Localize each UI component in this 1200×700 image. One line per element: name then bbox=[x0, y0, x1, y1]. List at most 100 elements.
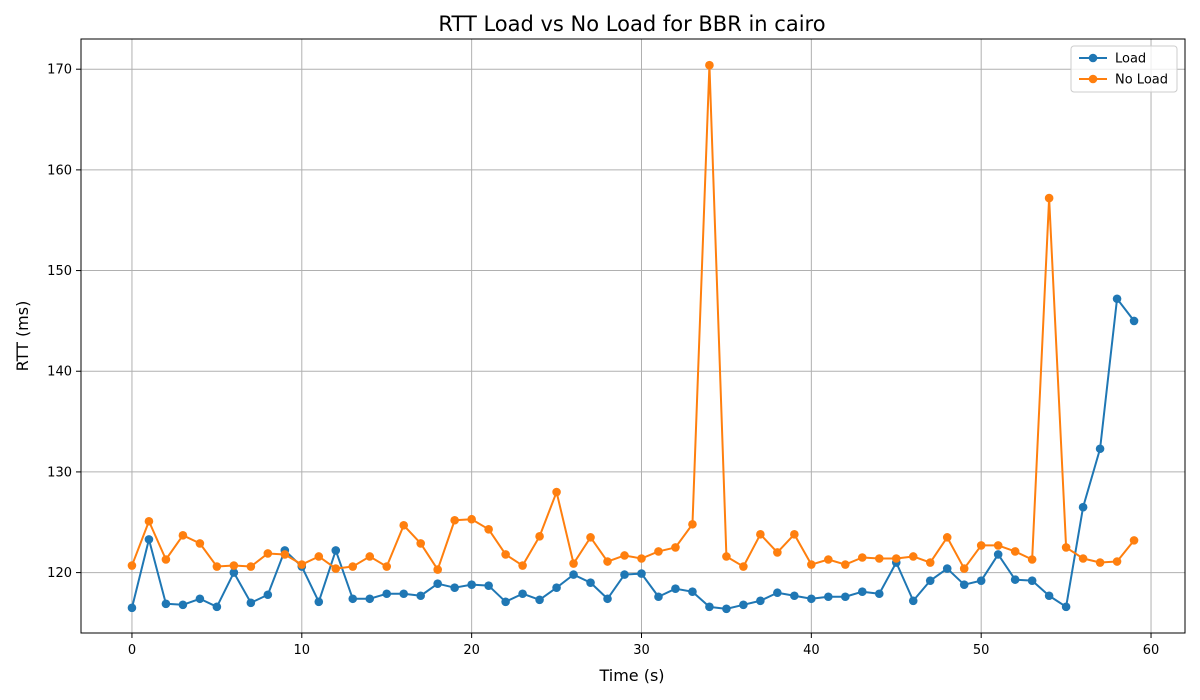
data-point-no-load bbox=[399, 520, 409, 530]
data-point-load bbox=[246, 598, 256, 608]
x-tick-label: 60 bbox=[1143, 643, 1160, 658]
chart-title: RTT Load vs No Load for BBR in cairo bbox=[438, 12, 825, 36]
data-point-load bbox=[790, 591, 799, 601]
data-point-no-load bbox=[739, 562, 748, 571]
data-point-no-load bbox=[331, 564, 341, 573]
data-point-load bbox=[688, 587, 697, 597]
data-point-load bbox=[195, 594, 205, 604]
data-point-no-load bbox=[874, 554, 884, 563]
data-point-no-load bbox=[688, 519, 697, 529]
data-point-load bbox=[857, 587, 867, 597]
data-point-load bbox=[756, 596, 765, 606]
data-point-no-load bbox=[908, 552, 918, 561]
data-point-load bbox=[976, 576, 986, 585]
data-point-no-load bbox=[1078, 554, 1088, 563]
data-point-load bbox=[773, 588, 782, 598]
data-point-no-load bbox=[144, 516, 154, 526]
data-point-no-load bbox=[891, 554, 901, 563]
data-point-no-load bbox=[603, 557, 612, 566]
data-point-no-load bbox=[773, 548, 782, 557]
data-point-no-load bbox=[1129, 536, 1139, 545]
x-tick-label: 40 bbox=[803, 643, 820, 658]
data-point-no-load bbox=[433, 565, 442, 574]
data-point-no-load bbox=[280, 550, 290, 559]
data-point-load bbox=[501, 597, 510, 607]
legend-swatch-marker bbox=[1088, 74, 1098, 84]
data-point-no-load bbox=[467, 514, 476, 524]
data-point-load bbox=[1129, 316, 1139, 326]
data-point-load bbox=[484, 581, 493, 590]
data-point-no-load bbox=[637, 554, 646, 563]
data-point-no-load bbox=[518, 561, 527, 570]
data-point-no-load bbox=[756, 530, 765, 539]
y-tick-label: 170 bbox=[47, 63, 72, 78]
data-point-load bbox=[161, 599, 171, 609]
data-point-load bbox=[1112, 294, 1122, 304]
data-point-load bbox=[416, 591, 425, 601]
data-point-no-load bbox=[263, 549, 273, 558]
data-point-load bbox=[348, 594, 358, 604]
data-point-no-load bbox=[1112, 557, 1122, 566]
x-tick-label: 50 bbox=[973, 643, 990, 658]
data-point-no-load bbox=[671, 543, 680, 552]
data-point-no-load bbox=[1010, 547, 1020, 556]
x-axis-label: Time (s) bbox=[598, 666, 664, 685]
x-tick-label: 20 bbox=[463, 643, 480, 658]
data-point-no-load bbox=[654, 547, 663, 556]
data-point-load bbox=[959, 580, 969, 589]
y-tick-label: 160 bbox=[47, 163, 72, 178]
data-point-no-load bbox=[365, 552, 375, 561]
data-point-load bbox=[637, 569, 646, 578]
data-point-load bbox=[1027, 576, 1037, 585]
y-tick-label: 130 bbox=[47, 465, 72, 480]
data-point-no-load bbox=[1061, 543, 1071, 552]
data-point-no-load bbox=[161, 555, 171, 564]
data-point-no-load bbox=[127, 561, 137, 570]
data-point-no-load bbox=[857, 553, 867, 562]
data-point-load bbox=[144, 535, 154, 544]
data-point-load bbox=[1010, 575, 1020, 584]
data-point-load bbox=[620, 570, 629, 579]
plot-area-frame bbox=[80, 38, 1186, 634]
data-point-no-load bbox=[229, 561, 239, 570]
data-point-no-load bbox=[212, 562, 222, 571]
data-point-load bbox=[925, 576, 935, 585]
data-point-no-load bbox=[382, 562, 392, 571]
grid-lines bbox=[81, 39, 1185, 633]
data-point-load bbox=[365, 594, 375, 604]
data-point-load bbox=[467, 580, 476, 589]
y-tick-label: 150 bbox=[47, 264, 72, 279]
data-point-no-load bbox=[722, 552, 731, 561]
data-point-no-load bbox=[993, 541, 1003, 550]
data-point-no-load bbox=[824, 555, 833, 564]
data-point-load bbox=[722, 604, 731, 614]
data-point-no-load bbox=[790, 530, 799, 539]
data-point-load bbox=[331, 546, 341, 555]
legend: Load No Load bbox=[1070, 45, 1178, 93]
data-point-no-load bbox=[178, 531, 188, 540]
data-point-load bbox=[908, 596, 918, 606]
data-point-no-load bbox=[1044, 193, 1054, 203]
data-point-no-load bbox=[348, 562, 358, 571]
data-point-load bbox=[399, 589, 409, 599]
data-point-load bbox=[1095, 444, 1105, 454]
y-tick-label: 140 bbox=[47, 365, 72, 380]
data-point-load bbox=[1044, 591, 1054, 601]
data-point-no-load bbox=[416, 539, 425, 548]
data-point-load bbox=[586, 578, 595, 587]
data-point-load bbox=[824, 592, 833, 602]
data-point-no-load bbox=[586, 533, 595, 542]
data-point-load bbox=[314, 597, 324, 607]
legend-label: No Load bbox=[1115, 73, 1168, 88]
x-axis-ticks: 0 10 20 30 40 50 60 bbox=[128, 633, 1159, 658]
data-point-load bbox=[603, 594, 612, 604]
data-point-no-load bbox=[450, 515, 459, 525]
data-point-load bbox=[1061, 602, 1071, 612]
data-point-no-load bbox=[552, 487, 561, 497]
series-group bbox=[127, 60, 1139, 614]
data-point-load bbox=[535, 595, 544, 605]
data-point-load bbox=[1078, 502, 1088, 512]
legend-swatch-marker bbox=[1088, 53, 1098, 63]
data-point-load bbox=[229, 568, 239, 577]
